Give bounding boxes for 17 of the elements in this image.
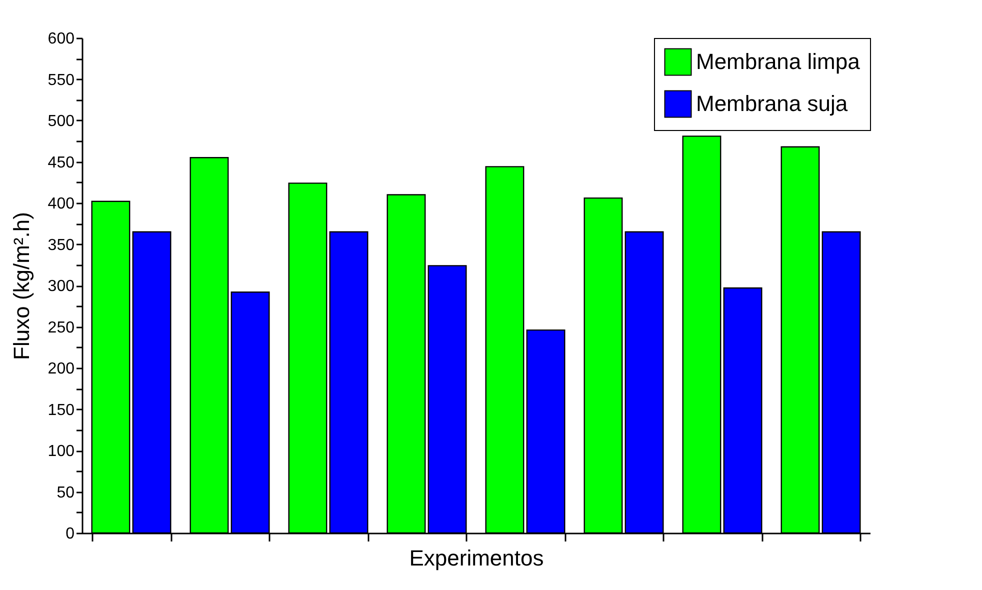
y-tick-label: 250	[48, 319, 75, 336]
y-tick-label: 150	[48, 402, 75, 419]
legend-label: Membrana suja	[696, 91, 848, 116]
y-tick-label: 200	[48, 360, 75, 378]
y-tick-label: 0	[66, 526, 75, 542]
legend-label: Membrana limpa	[696, 49, 861, 74]
y-axis-title: Fluxo (kg/m².h)	[8, 212, 34, 360]
y-tick-label: 50	[56, 484, 75, 502]
y-tick-label: 450	[48, 154, 75, 172]
y-tick-label: 300	[48, 278, 75, 295]
y-tick-label: 550	[48, 72, 75, 89]
y-tick-label: 350	[48, 236, 75, 254]
y-tick-label: 500	[48, 113, 75, 130]
x-axis-title: Experimentos	[409, 545, 544, 570]
y-tick-label: 100	[48, 443, 75, 460]
y-tick-label: 400	[48, 196, 75, 212]
y-tick-label: 600	[48, 30, 75, 48]
